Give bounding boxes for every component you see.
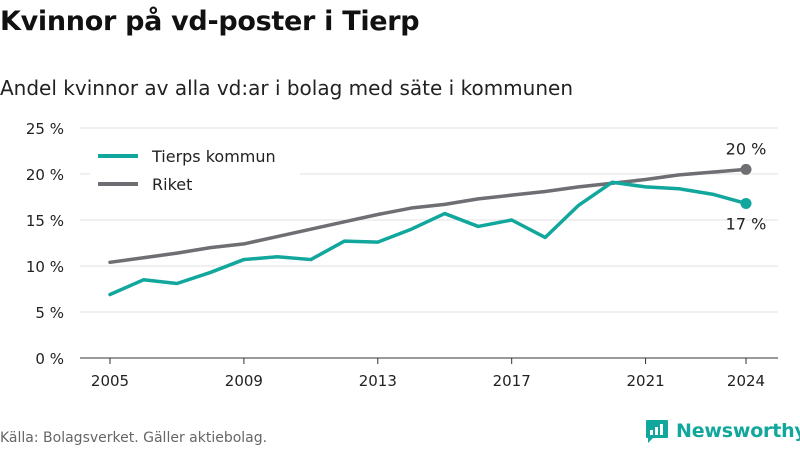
x-tick-label-2009: 2009 — [225, 372, 263, 390]
y-tick-label-15: 15 % — [26, 212, 64, 230]
y-tick-label-0: 0 % — [35, 350, 64, 368]
y-tick-label-10: 10 % — [26, 258, 64, 276]
series-lines — [108, 163, 752, 297]
y-tick-label-20: 20 % — [26, 166, 64, 184]
chart-title: Kvinnor på vd-poster i Tierp — [0, 6, 420, 37]
x-tick-label-2024: 2024 — [727, 372, 765, 390]
y-tick-label-25: 25 % — [26, 120, 64, 138]
legend-label-riket: Riket — [152, 175, 192, 194]
x-tick-label-2013: 2013 — [359, 372, 397, 390]
chart-subtitle: Andel kvinnor av alla vd:ar i bolag med … — [0, 76, 573, 100]
end-point-riket — [740, 163, 752, 175]
legend: Tierps kommun Riket — [90, 140, 300, 200]
legend-label-tierps-kommun: Tierps kommun — [151, 147, 276, 166]
source-note: Källa: Bolagsverket. Gäller aktiebolag. — [0, 430, 268, 446]
line-chart: 0 % 5 % 10 % 15 % 20 % 25 % 2005 2009 2013 2017 20… — [26, 120, 778, 390]
series-line-tierps-kommun — [108, 180, 748, 297]
brand-name: Newsworthy — [676, 420, 800, 442]
end-label-riket: 20 % — [726, 139, 767, 158]
end-point-tierps-kommun — [740, 197, 752, 209]
x-tick-label-2017: 2017 — [493, 372, 531, 390]
x-tick-label-2005: 2005 — [91, 372, 129, 390]
end-label-tierps-kommun: 17 % — [726, 214, 767, 233]
series-line-riket — [108, 167, 748, 265]
legend-background — [90, 140, 300, 200]
y-tick-label-5: 5 % — [35, 304, 64, 322]
x-tick-label-2021: 2021 — [626, 372, 664, 390]
brand-logo: Newsworthy — [644, 418, 800, 444]
end-labels: 20 % 17 % — [726, 139, 767, 233]
newsworthy-logo-icon — [646, 420, 668, 443]
axes: 0 % 5 % 10 % 15 % 20 % 25 % 2005 2009 2013 2017 20… — [26, 120, 778, 390]
